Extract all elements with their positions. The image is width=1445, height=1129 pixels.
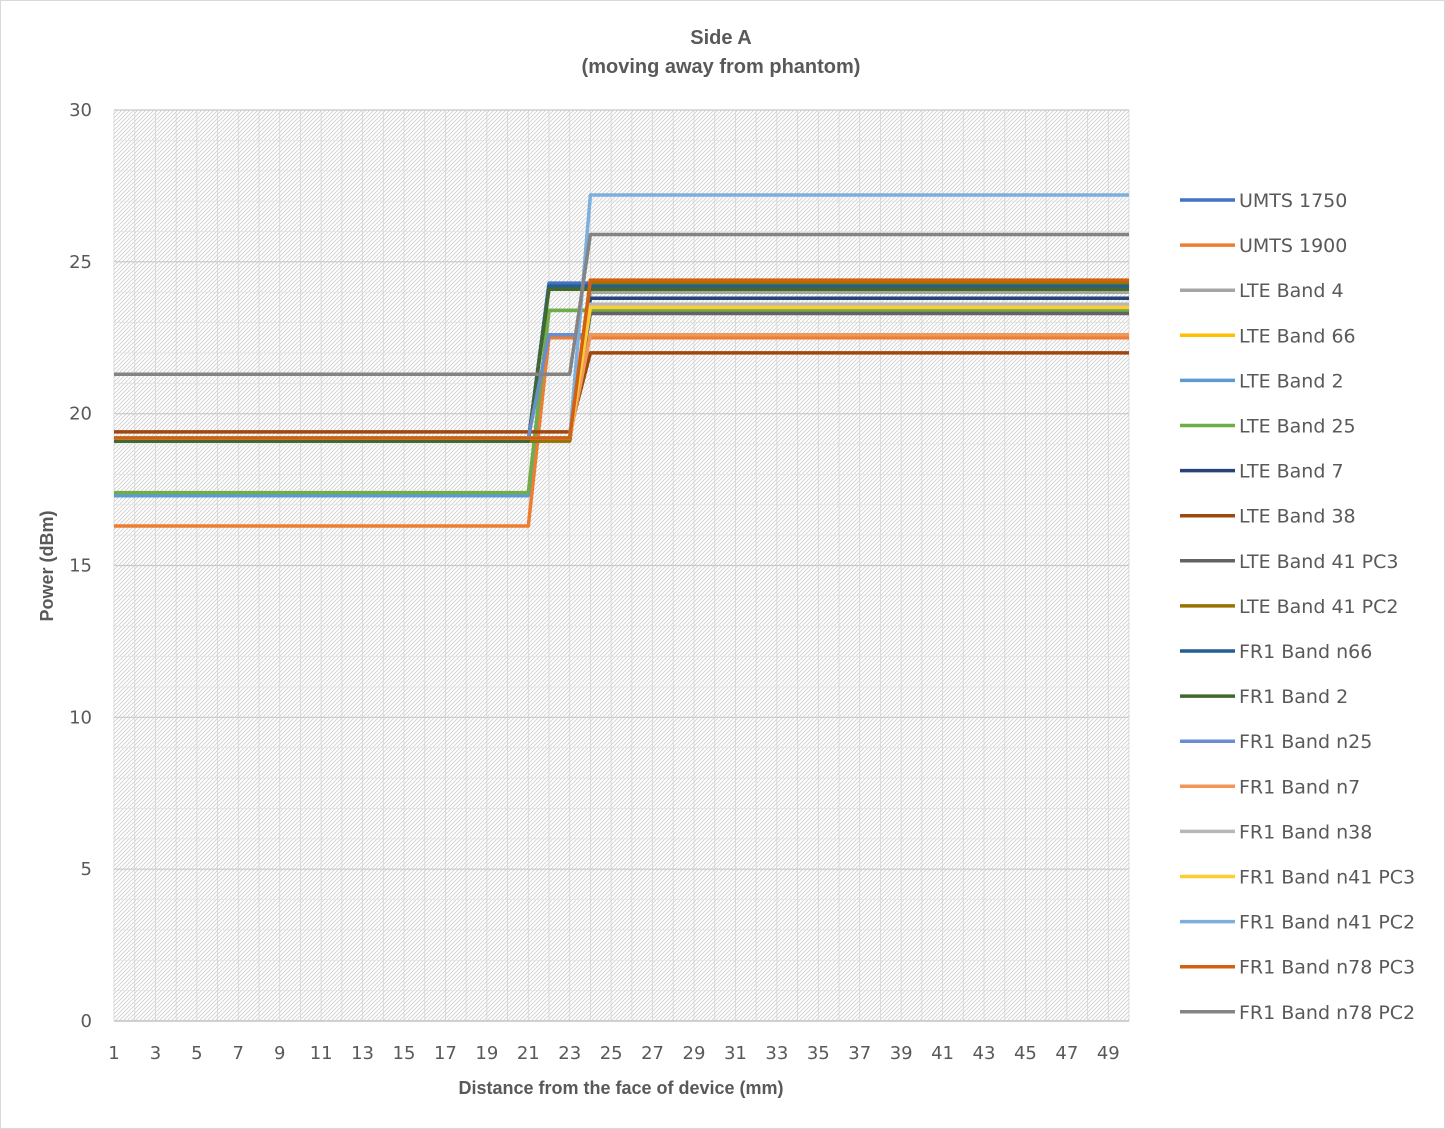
x-tick-label: 1 <box>108 1043 119 1064</box>
legend-item: LTE Band 25 <box>1180 416 1356 438</box>
y-tick-label: 0 <box>81 1011 92 1032</box>
legend-label: FR1 Band n66 <box>1239 641 1372 663</box>
x-tick-label: 47 <box>1055 1043 1078 1064</box>
x-tick-label: 29 <box>683 1043 706 1064</box>
x-tick-label: 43 <box>973 1043 996 1064</box>
x-axis-ticks: 1 3 5 7 9 11 13 15 17 19 21 23 25 27 29 31 33 35 37 39 41 43 4… <box>108 1043 1119 1064</box>
x-tick-label: 45 <box>1014 1043 1037 1064</box>
legend-item: FR1 Band n78 PC2 <box>1180 1002 1415 1024</box>
legend-label: UMTS 1750 <box>1239 190 1347 212</box>
legend-item: LTE Band 41 PC2 <box>1180 596 1398 618</box>
x-tick-label: 17 <box>434 1043 457 1064</box>
legend-label: FR1 Band n78 PC3 <box>1239 957 1415 979</box>
legend-item: UMTS 1900 <box>1180 235 1347 257</box>
x-tick-label: 11 <box>310 1043 333 1064</box>
x-tick-label: 19 <box>475 1043 498 1064</box>
series-line-11 <box>114 287 1129 443</box>
legend-label: LTE Band 66 <box>1239 325 1356 347</box>
legend-item: FR1 Band n66 <box>1180 641 1372 663</box>
x-tick-label: 33 <box>765 1043 788 1064</box>
legend-item: FR1 Band n41 PC2 <box>1180 912 1415 934</box>
x-tick-label: 35 <box>807 1043 830 1064</box>
series-line-5 <box>114 308 1129 495</box>
legend-label: LTE Band 41 PC3 <box>1239 551 1398 573</box>
series-line-18 <box>114 232 1129 376</box>
series-line-17 <box>114 278 1129 440</box>
legend-label: FR1 Band n38 <box>1239 821 1372 843</box>
y-tick-label: 20 <box>69 404 92 425</box>
legend-item: LTE Band 7 <box>1180 461 1344 483</box>
legend-label: UMTS 1900 <box>1239 235 1347 257</box>
x-tick-label: 3 <box>150 1043 161 1064</box>
legend-item: FR1 Band n38 <box>1180 821 1372 843</box>
y-axis-title: Power (dBm) <box>37 510 57 621</box>
x-axis-title: Distance from the face of device (mm) <box>458 1078 783 1098</box>
legend-label: LTE Band 4 <box>1239 280 1344 302</box>
series-lines <box>114 193 1129 528</box>
y-tick-label: 5 <box>81 859 92 880</box>
x-tick-label: 27 <box>641 1043 664 1064</box>
x-tick-label: 49 <box>1097 1043 1120 1064</box>
x-tick-label: 31 <box>724 1043 747 1064</box>
x-tick-label: 25 <box>600 1043 623 1064</box>
legend-label: FR1 Band n41 PC2 <box>1239 912 1415 934</box>
chart-subtitle: (moving away from phantom) <box>582 56 861 78</box>
x-tick-label: 7 <box>233 1043 244 1064</box>
legend-item: FR1 Band 2 <box>1180 686 1348 708</box>
x-tick-label: 39 <box>890 1043 913 1064</box>
legend-item: FR1 Band n41 PC3 <box>1180 867 1415 889</box>
legend: UMTS 1750 UMTS 1900 LTE Band 4 LTE Band 66 L… <box>1180 190 1415 1024</box>
legend-item: LTE Band 41 PC3 <box>1180 551 1398 573</box>
legend-label: FR1 Band n25 <box>1239 731 1372 753</box>
y-tick-label: 10 <box>69 707 92 728</box>
x-tick-label: 21 <box>517 1043 540 1064</box>
legend-label: FR1 Band n41 PC3 <box>1239 867 1415 889</box>
legend-item: LTE Band 66 <box>1180 325 1356 347</box>
x-tick-label: 5 <box>191 1043 202 1064</box>
grid-lines <box>113 109 1130 1022</box>
legend-label: FR1 Band 2 <box>1239 686 1348 708</box>
y-axis-ticks: 0 5 10 15 20 25 30 <box>69 100 92 1032</box>
chart-title: Side A <box>690 27 752 49</box>
legend-item: UMTS 1750 <box>1180 190 1347 212</box>
legend-label: LTE Band 2 <box>1239 370 1344 392</box>
y-tick-label: 25 <box>69 252 92 273</box>
legend-label: LTE Band 25 <box>1239 416 1356 438</box>
x-tick-label: 9 <box>274 1043 285 1064</box>
legend-label: FR1 Band n7 <box>1239 776 1360 798</box>
legend-label: LTE Band 7 <box>1239 461 1344 483</box>
legend-item: FR1 Band n7 <box>1180 776 1360 798</box>
x-tick-label: 41 <box>931 1043 954 1064</box>
x-tick-label: 37 <box>848 1043 871 1064</box>
y-tick-label: 15 <box>69 556 92 577</box>
legend-item: LTE Band 2 <box>1180 370 1344 392</box>
legend-label: LTE Band 41 PC2 <box>1239 596 1398 618</box>
legend-label: LTE Band 38 <box>1239 506 1356 528</box>
legend-item: LTE Band 4 <box>1180 280 1344 302</box>
legend-label: FR1 Band n78 PC2 <box>1239 1002 1415 1024</box>
x-tick-label: 13 <box>351 1043 374 1064</box>
legend-item: FR1 Band n25 <box>1180 731 1372 753</box>
x-tick-label: 23 <box>558 1043 581 1064</box>
legend-item: FR1 Band n78 PC3 <box>1180 957 1415 979</box>
legend-item: LTE Band 38 <box>1180 506 1356 528</box>
y-tick-label: 30 <box>69 100 92 121</box>
x-tick-label: 15 <box>393 1043 416 1064</box>
